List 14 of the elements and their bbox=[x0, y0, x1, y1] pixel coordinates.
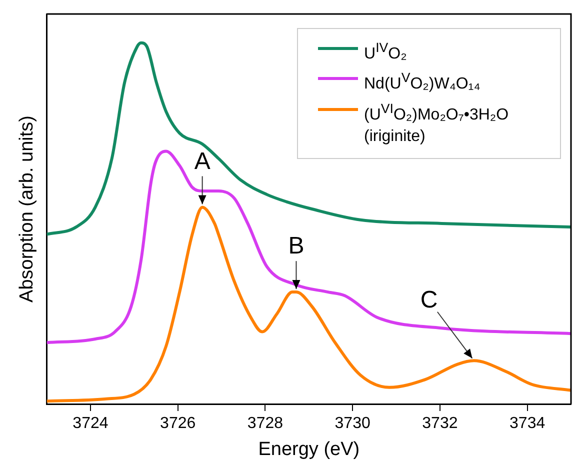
x-tick-label: 3724 bbox=[72, 415, 108, 432]
legend-label: (U$^{VI}$O₂)Mo₂O₇•3H₂O (iriginite) bbox=[364, 100, 510, 147]
x-axis-title: Energy (eV) bbox=[258, 438, 360, 460]
legend-label: U$^{IV}$O₂ bbox=[364, 39, 407, 64]
annotation: A bbox=[194, 148, 210, 175]
annotation: C bbox=[420, 286, 438, 314]
legend-label: Nd(U$^{V}$O₂)W₄O₁₄ bbox=[364, 69, 480, 95]
x-tick-label: 3734 bbox=[510, 415, 546, 432]
x-tick-label: 3728 bbox=[247, 415, 284, 432]
y-axis-title: Absorption (arb. units) bbox=[16, 116, 38, 302]
x-tick-label: 3732 bbox=[422, 415, 458, 432]
x-tick-label: 3726 bbox=[160, 415, 196, 432]
annotation: B bbox=[288, 232, 304, 260]
x-tick-label: 3730 bbox=[334, 415, 370, 432]
